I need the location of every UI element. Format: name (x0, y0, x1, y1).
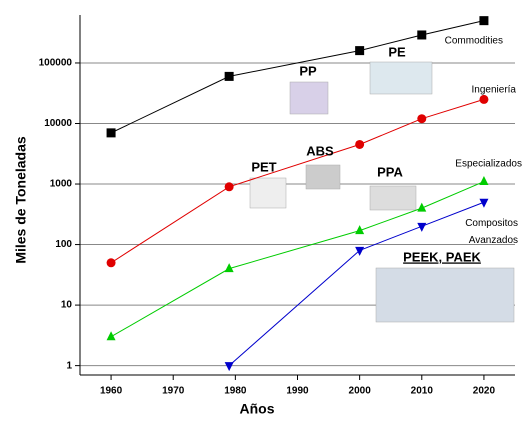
series-line (228, 201, 485, 366)
picture (289, 81, 329, 115)
point (355, 225, 365, 235)
y-axis-title: Miles de Toneladas (13, 136, 29, 264)
point (479, 16, 489, 26)
point (417, 30, 427, 40)
point (355, 46, 365, 56)
point (224, 182, 234, 192)
point (106, 331, 116, 341)
point (106, 258, 116, 268)
y-tick-label: 1 (66, 360, 72, 371)
annotation: PET (251, 159, 276, 174)
point (417, 202, 427, 212)
x-tick-label: 2000 (349, 386, 372, 397)
series-label: Especializados (455, 159, 522, 170)
point (417, 114, 427, 124)
point (479, 198, 489, 208)
picture (249, 177, 287, 209)
y-tick-label: 100000 (39, 58, 73, 69)
point (355, 139, 365, 149)
point (224, 263, 234, 273)
y-tick-label: 10 (61, 300, 73, 311)
x-tick-label: 1980 (224, 386, 247, 397)
x-tick-label: 2010 (411, 386, 434, 397)
y-tick-label: 100 (55, 239, 72, 250)
picture (369, 61, 433, 95)
series-label: Compositos Avanzados (465, 218, 518, 246)
point (479, 94, 489, 104)
annotation: PEEK, PAEK (403, 249, 481, 264)
x-tick-label: 1960 (100, 386, 123, 397)
annotation: PP (299, 63, 317, 78)
x-tick-label: 1990 (286, 386, 309, 397)
y-tick-label: 1000 (50, 179, 73, 190)
point (224, 362, 234, 372)
point (355, 246, 365, 256)
picture (375, 267, 515, 323)
y-tick-label: 10000 (44, 118, 72, 129)
picture (369, 185, 417, 211)
x-axis-title: Años (240, 401, 275, 417)
point (224, 71, 234, 81)
point (417, 222, 427, 232)
annotation: ABS (306, 143, 334, 158)
annotation: PE (388, 44, 406, 59)
series-label: Ingeniería (472, 85, 517, 96)
annotation: PPA (377, 164, 403, 179)
series-label: Commodities (445, 36, 503, 47)
x-tick-label: 2020 (473, 386, 496, 397)
picture (305, 164, 341, 190)
point (479, 176, 489, 186)
point (106, 128, 116, 138)
x-tick-label: 1970 (162, 386, 185, 397)
